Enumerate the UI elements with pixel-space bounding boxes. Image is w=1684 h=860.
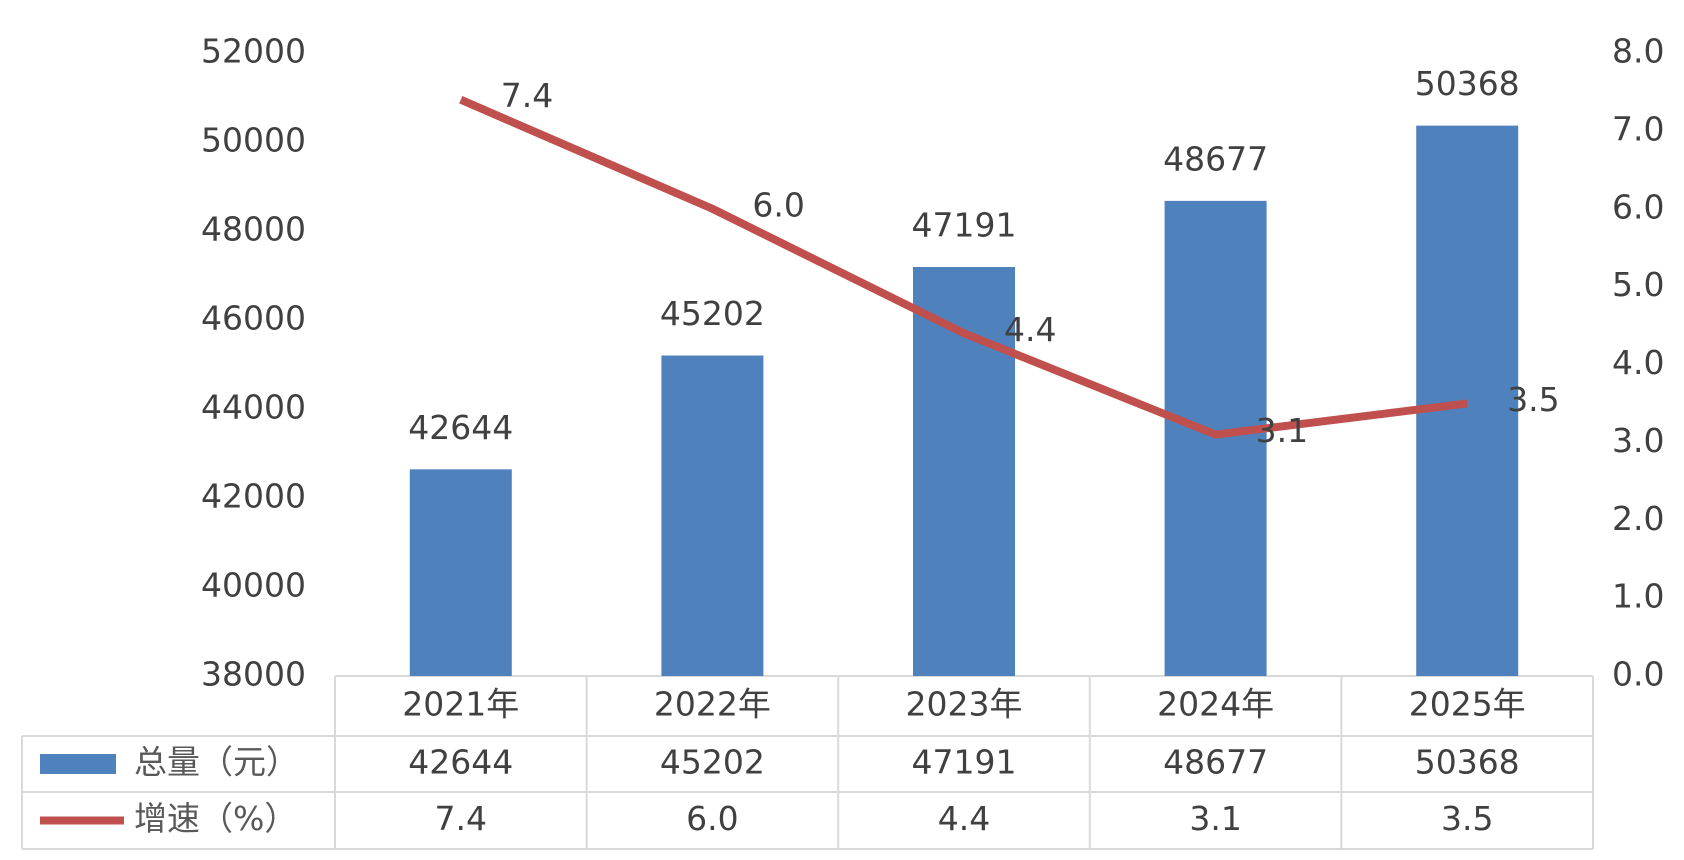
line-series xyxy=(459,96,1468,439)
bar xyxy=(1416,125,1519,676)
bar xyxy=(913,267,1015,676)
y-tick-label: 52000 xyxy=(201,32,306,71)
bar xyxy=(409,469,512,676)
table-cell: 47191 xyxy=(912,743,1017,782)
table-cell: 6.0 xyxy=(686,799,738,838)
table-cell: 45202 xyxy=(660,743,765,782)
y2-tick-label: 6.0 xyxy=(1612,187,1664,226)
legend-label: 总量（元） xyxy=(134,743,299,782)
line-value-label: 7.4 xyxy=(501,76,553,115)
legend-swatch xyxy=(40,754,116,774)
line-value-label: 4.4 xyxy=(1004,310,1056,349)
y-tick-label: 46000 xyxy=(201,299,306,338)
bar-value-label: 48677 xyxy=(1163,139,1268,178)
bar-value-label: 42644 xyxy=(408,408,513,447)
y-tick-label: 44000 xyxy=(201,388,306,427)
bar-value-label: 45202 xyxy=(660,294,765,333)
y-tick-label: 40000 xyxy=(201,566,306,605)
y2-tick-label: 0.0 xyxy=(1612,655,1664,694)
x-tick-label: 2021年 xyxy=(402,685,519,724)
y-tick-label: 48000 xyxy=(201,210,306,249)
y2-tick-label: 1.0 xyxy=(1612,577,1664,616)
table-cell: 50368 xyxy=(1415,743,1520,782)
bar-value-label: 50368 xyxy=(1415,64,1520,103)
table-cell: 7.4 xyxy=(435,799,487,838)
table-cell: 42644 xyxy=(408,743,513,782)
x-tick-label: 2025年 xyxy=(1409,685,1526,724)
legend-label: 增速（%） xyxy=(134,799,297,838)
table-cell: 48677 xyxy=(1163,743,1268,782)
line-value-label: 3.1 xyxy=(1256,411,1308,450)
table-cell: 3.1 xyxy=(1189,799,1241,838)
x-tick-label: 2023年 xyxy=(906,685,1023,724)
x-tick-label: 2024年 xyxy=(1157,685,1274,724)
line-value-label: 6.0 xyxy=(752,185,804,224)
table-cell: 3.5 xyxy=(1441,799,1493,838)
y-tick-label: 42000 xyxy=(201,477,306,516)
bar xyxy=(661,355,764,676)
y-tick-label: 38000 xyxy=(201,655,306,694)
y2-tick-label: 7.0 xyxy=(1612,109,1664,148)
y2-tick-label: 3.0 xyxy=(1612,421,1664,460)
y2-tick-label: 5.0 xyxy=(1612,265,1664,304)
y2-tick-label: 4.0 xyxy=(1612,343,1664,382)
bar-value-label: 47191 xyxy=(912,206,1017,245)
table-cell: 4.4 xyxy=(938,799,990,838)
y2-tick-label: 8.0 xyxy=(1612,32,1664,71)
y2-tick-label: 2.0 xyxy=(1612,499,1664,538)
y-tick-label: 50000 xyxy=(201,121,306,160)
x-tick-label: 2022年 xyxy=(654,685,771,724)
line-value-label: 3.5 xyxy=(1507,380,1559,419)
